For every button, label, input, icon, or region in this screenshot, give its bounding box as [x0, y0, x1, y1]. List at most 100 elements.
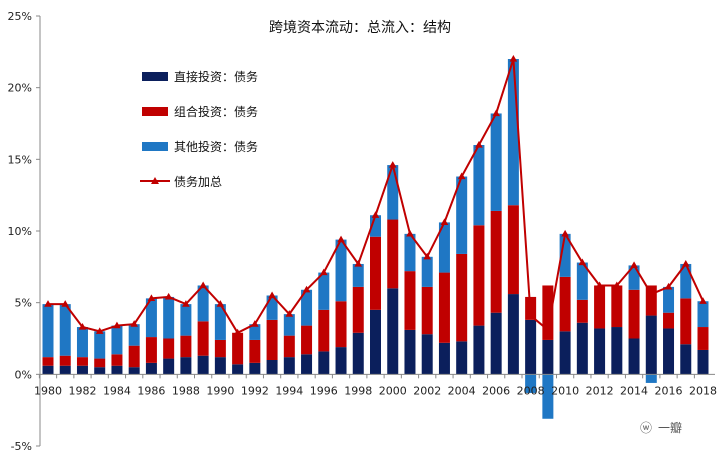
bar-portfolio-debt — [128, 345, 140, 368]
bar-fdi-debt — [232, 364, 244, 375]
bar-portfolio-debt — [542, 285, 554, 340]
y-tick-label: -5% — [11, 440, 32, 453]
total-debt-marker — [613, 281, 621, 289]
bar-other-debt — [214, 304, 226, 340]
bar-other-debt — [249, 324, 261, 340]
total-debt-marker — [423, 252, 432, 260]
bar-fdi-debt — [645, 315, 657, 375]
total-debt-marker — [630, 261, 638, 268]
bar-other-debt — [59, 304, 71, 356]
legend-swatch-fdi — [142, 72, 168, 81]
bar-other-debt — [404, 233, 416, 272]
bar-other-debt — [94, 331, 106, 359]
bar-fdi-debt — [163, 358, 175, 375]
bar-fdi-debt — [283, 357, 295, 375]
y-tick-label: 25% — [8, 10, 32, 23]
bar-fdi-debt — [249, 362, 261, 375]
total-debt-marker — [285, 310, 294, 317]
bar-fdi-debt — [76, 365, 88, 375]
x-tick-label: 1982 — [68, 384, 96, 397]
bar-other-debt — [645, 374, 657, 383]
bar-other-debt — [525, 374, 537, 393]
x-axis: 1980 1982 1984 1986 1988 1990 1992 1994 1996 1998… — [34, 373, 717, 397]
bar-other-debt — [301, 289, 313, 326]
bar-other-debt — [507, 59, 519, 206]
x-tick-label: 1986 — [137, 384, 165, 397]
legend-swatch-portfolio — [142, 107, 168, 116]
x-tick-label: 2000 — [379, 384, 407, 397]
bars-layer — [42, 59, 709, 419]
bar-portfolio-debt — [266, 319, 278, 360]
bar-portfolio-debt — [438, 272, 450, 343]
bar-fdi-debt — [180, 357, 192, 375]
total-debt-marker — [44, 300, 52, 307]
x-tick-label: 1998 — [344, 384, 372, 397]
bar-other-debt — [266, 295, 278, 320]
bar-portfolio-debt — [249, 339, 261, 363]
bar-fdi-debt — [404, 329, 416, 375]
bar-portfolio-debt — [628, 289, 640, 339]
bar-portfolio-debt — [456, 253, 468, 342]
bar-portfolio-debt — [507, 205, 519, 295]
bar-fdi-debt — [59, 365, 71, 375]
bar-portfolio-debt — [214, 339, 226, 358]
bar-other-debt — [352, 263, 364, 287]
bar-fdi-debt — [525, 319, 537, 375]
x-tick-label: 2010 — [551, 384, 579, 397]
bar-portfolio-debt — [76, 357, 88, 366]
total-debt-marker — [147, 294, 156, 301]
bar-fdi-debt — [197, 355, 209, 375]
x-tick-label: 1992 — [241, 384, 269, 397]
total-debt-marker — [406, 229, 414, 237]
bar-portfolio-debt — [576, 299, 588, 323]
y-tick-label: 10% — [8, 225, 32, 238]
x-tick-label: 2004 — [448, 384, 476, 397]
x-tick-label: 1990 — [206, 384, 234, 397]
bar-fdi-debt — [594, 328, 606, 375]
bar-fdi-debt — [94, 367, 106, 375]
total-debt-marker — [475, 141, 483, 148]
bar-other-debt — [370, 215, 381, 237]
bar-fdi-debt — [559, 331, 571, 375]
bar-other-debt — [128, 324, 140, 346]
total-debt-marker — [61, 300, 70, 307]
y-tick-label: 5% — [15, 297, 32, 310]
x-tick-label: 1994 — [275, 384, 303, 397]
bar-fdi-debt — [507, 294, 519, 375]
bar-other-debt — [490, 113, 502, 211]
bar-portfolio-debt — [283, 335, 295, 358]
x-tick-label: 1980 — [34, 384, 62, 397]
total-debt-marker — [233, 328, 242, 336]
x-tick-label: 2016 — [655, 384, 683, 397]
x-tick-label: 2018 — [689, 384, 717, 397]
total-debt-marker — [182, 300, 190, 307]
bar-portfolio-debt — [197, 321, 209, 356]
total-debt-marker — [647, 290, 656, 297]
bar-fdi-debt — [628, 338, 640, 375]
bar-other-debt — [456, 176, 468, 254]
total-line-layer — [44, 55, 707, 336]
bar-other-debt — [335, 239, 347, 302]
total-debt-marker — [595, 281, 604, 289]
bar-portfolio-debt — [370, 236, 381, 310]
bar-fdi-debt — [456, 341, 468, 375]
bar-other-debt — [542, 374, 554, 419]
bar-other-debt — [576, 262, 588, 300]
bar-fdi-debt — [438, 342, 450, 375]
total-debt-marker — [251, 320, 259, 327]
bar-portfolio-debt — [94, 358, 106, 368]
bar-fdi-debt — [335, 347, 347, 375]
bar-fdi-debt — [111, 365, 123, 375]
total-debt-marker — [78, 323, 87, 330]
total-debt-marker — [388, 161, 397, 168]
legend-label-other: 其他投资：债务 — [174, 139, 258, 154]
bar-portfolio-debt — [180, 335, 192, 358]
bar-portfolio-debt — [387, 219, 399, 289]
bar-other-debt — [42, 304, 54, 358]
total-debt-marker — [130, 320, 138, 327]
watermark: ⓦ 一瓣 — [640, 421, 682, 435]
bar-other-debt — [473, 145, 485, 226]
bar-other-debt — [387, 165, 399, 220]
x-tick-label: 1996 — [310, 384, 338, 397]
